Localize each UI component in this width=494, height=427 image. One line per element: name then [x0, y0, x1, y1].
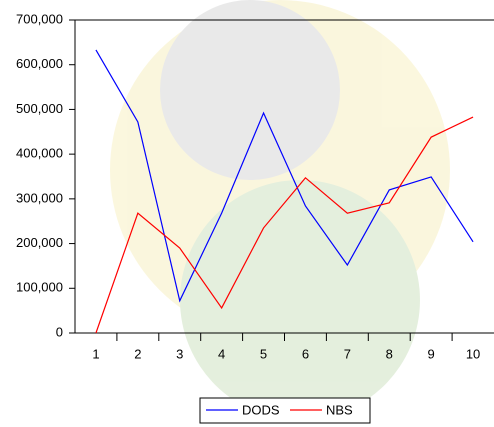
x-tick-label: 1: [92, 346, 99, 361]
y-tick-label: 200,000: [16, 235, 63, 250]
y-tick-label: 600,000: [16, 56, 63, 71]
series-line: [95, 116, 474, 334]
x-tick-label: 7: [344, 346, 351, 361]
x-tick-label: 10: [466, 346, 480, 361]
x-tick-label: 9: [428, 346, 435, 361]
x-tick-label: 6: [302, 346, 309, 361]
x-tick-label: 4: [218, 346, 225, 361]
y-tick-label: 0: [56, 324, 63, 339]
y-tick-label: 300,000: [16, 190, 63, 205]
x-tick-label: 8: [386, 346, 393, 361]
legend-label: DODS: [242, 402, 280, 417]
x-tick-label: 3: [176, 346, 183, 361]
x-tick-label: 5: [260, 346, 267, 361]
y-tick-label: 400,000: [16, 146, 63, 161]
y-tick-label: 700,000: [16, 11, 63, 26]
watermark: [110, 0, 450, 420]
series-line: [95, 49, 474, 303]
y-tick-label: 100,000: [16, 280, 63, 295]
legend-label: NBS: [326, 402, 353, 417]
x-tick-label: 2: [134, 346, 141, 361]
y-tick-label: 500,000: [16, 101, 63, 116]
